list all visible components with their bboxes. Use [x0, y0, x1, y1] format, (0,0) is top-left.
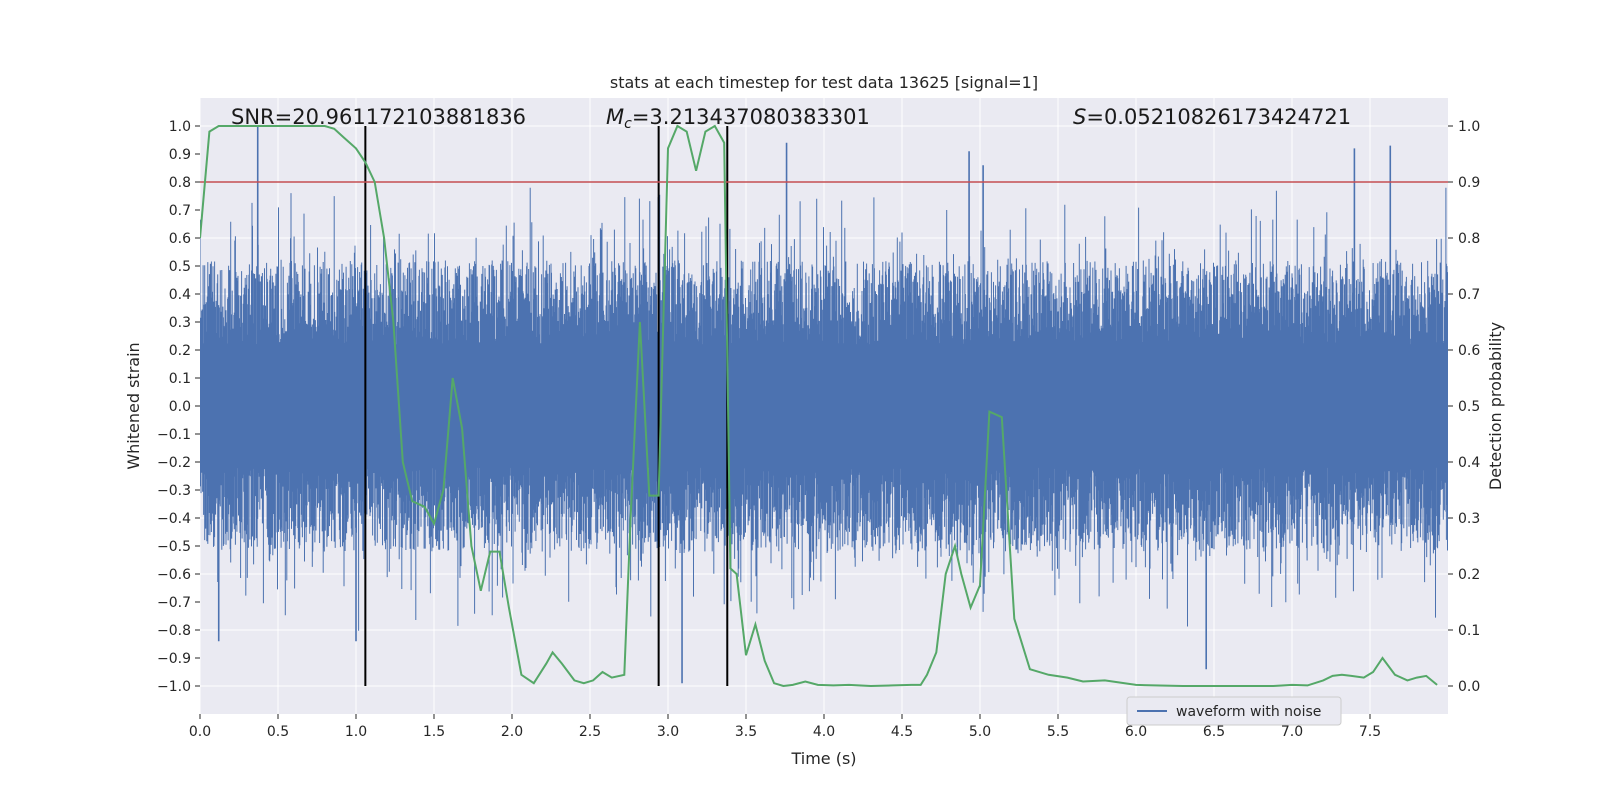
waveform-trace — [200, 187, 1448, 631]
legend: waveform with noise — [1126, 696, 1342, 726]
right-tick-label-7: 0.3 — [1458, 511, 1480, 527]
left-tick-label-11: −0.1 — [157, 427, 191, 443]
x-tick-label-2: 1.0 — [345, 724, 367, 740]
right-tick-label-0: 1.0 — [1458, 119, 1480, 135]
left-tick-label-4: 0.6 — [169, 231, 191, 247]
right-tick-label-5: 0.5 — [1458, 399, 1480, 415]
annotation-chirp-mass: Mc=3.213437080383301 — [606, 105, 870, 132]
left-tick-label-14: −0.4 — [157, 511, 191, 527]
legend-label: waveform with noise — [1176, 704, 1321, 720]
right-tick-label-10: 0.0 — [1458, 679, 1480, 695]
x-tick-label-1: 0.5 — [267, 724, 289, 740]
detection-probability-line-0 — [200, 124, 1438, 688]
left-tick-label-9: 0.1 — [169, 371, 191, 387]
detection-probability-series — [200, 124, 1438, 688]
x-tick-label-6: 3.0 — [657, 724, 679, 740]
y-axis-label-left: Whitened strain — [124, 342, 143, 469]
x-tick-label-11: 5.5 — [1047, 724, 1069, 740]
annotation-s: S=0.05210826173424721 — [1073, 105, 1351, 129]
waveform-with-noise-series — [200, 126, 1448, 684]
x-tick-label-7: 3.5 — [735, 724, 757, 740]
annotation-s-symbol: S — [1073, 105, 1086, 129]
x-axis-ticks: 0.0 0.5 1.0 1.5 2.0 2.5 3.0 3.5 4.0 4.5 5.0 5.5 6.0 6… — [189, 714, 1381, 740]
left-tick-label-10: 0.0 — [169, 399, 191, 415]
right-tick-label-6: 0.4 — [1458, 455, 1480, 471]
annotation-snr: SNR=20.961172103881836 — [231, 105, 526, 129]
x-tick-label-3: 1.5 — [423, 724, 445, 740]
left-tick-label-0: 1.0 — [169, 119, 191, 135]
x-tick-label-15: 7.5 — [1359, 724, 1381, 740]
left-axis-ticks: 1.0 0.9 0.8 0.7 0.6 0.5 0.4 0.3 0.2 0.1 0.0 −0.1 −0.… — [157, 119, 200, 695]
annotation-s-value: =0.05210826173424721 — [1086, 105, 1351, 129]
left-tick-label-16: −0.6 — [157, 567, 191, 583]
right-tick-label-2: 0.8 — [1458, 231, 1480, 247]
annotation-chirp-mass-value: =3.213437080383301 — [632, 105, 870, 129]
left-tick-label-2: 0.8 — [169, 175, 191, 191]
left-tick-label-12: −0.2 — [157, 455, 191, 471]
left-tick-label-7: 0.3 — [169, 315, 191, 331]
x-tick-label-13: 6.5 — [1203, 724, 1225, 740]
right-axis-ticks: 1.0 0.9 0.8 0.7 0.6 0.5 0.4 0.3 0.2 0.1 0.0 — [1448, 119, 1480, 695]
chart-title: stats at each timestep for test data 136… — [610, 73, 1038, 92]
left-tick-label-6: 0.4 — [169, 287, 191, 303]
x-tick-label-0: 0.0 — [189, 724, 211, 740]
left-tick-label-3: 0.7 — [169, 203, 191, 219]
left-tick-label-8: 0.2 — [169, 343, 191, 359]
left-tick-label-17: −0.7 — [157, 595, 191, 611]
right-tick-label-8: 0.2 — [1458, 567, 1480, 583]
left-tick-label-18: −0.8 — [157, 623, 191, 639]
right-tick-label-4: 0.6 — [1458, 343, 1480, 359]
left-tick-label-1: 0.9 — [169, 147, 191, 163]
x-tick-label-8: 4.0 — [813, 724, 835, 740]
right-tick-label-3: 0.7 — [1458, 287, 1480, 303]
right-tick-label-9: 0.1 — [1458, 623, 1480, 639]
x-tick-label-4: 2.0 — [501, 724, 523, 740]
legend-box — [1126, 696, 1342, 726]
left-tick-label-19: −0.9 — [157, 651, 191, 667]
x-tick-label-5: 2.5 — [579, 724, 601, 740]
annotation-chirp-mass-symbol: M — [606, 105, 624, 129]
left-tick-label-13: −0.3 — [157, 483, 191, 499]
x-tick-label-12: 6.0 — [1125, 724, 1147, 740]
left-tick-label-5: 0.5 — [169, 259, 191, 275]
x-tick-label-10: 5.0 — [969, 724, 991, 740]
left-tick-label-20: −1.0 — [157, 679, 191, 695]
x-tick-label-9: 4.5 — [891, 724, 913, 740]
right-tick-label-1: 0.9 — [1458, 175, 1480, 191]
left-tick-label-15: −0.5 — [157, 539, 191, 555]
x-tick-label-14: 7.0 — [1281, 724, 1303, 740]
y-axis-label-right: Detection probability — [1486, 322, 1505, 490]
x-axis-label: Time (s) — [790, 749, 856, 768]
annotation-chirp-mass-sub: c — [624, 116, 632, 132]
